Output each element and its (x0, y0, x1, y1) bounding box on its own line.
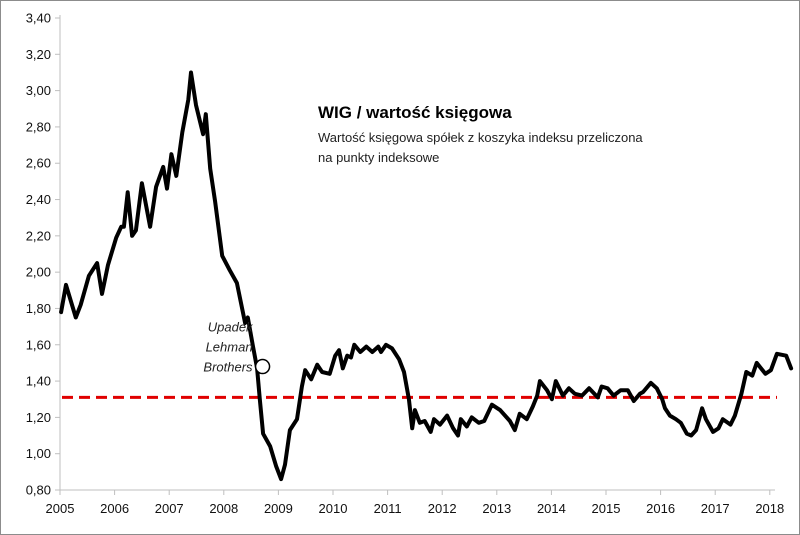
x-tick-label: 2011 (374, 501, 402, 516)
y-tick-label: 2,80 (26, 119, 51, 134)
chart-subtitle-line-1: Wartość księgowa spółek z koszyka indeks… (318, 130, 643, 145)
x-tick-label: 2009 (264, 501, 293, 516)
y-tick-label: 2,00 (26, 265, 51, 280)
x-tick-label: 2005 (46, 501, 75, 516)
x-tick-label: 2008 (209, 501, 238, 516)
y-axis: 0,80 1,00 1,20 1,40 1,60 1,80 2,00 2,20 2,40 2,60… (26, 11, 61, 498)
series-line (59, 70, 794, 482)
y-tick-label: 1,20 (26, 410, 51, 425)
y-tick-label: 1,60 (26, 337, 51, 352)
y-tick-label: 1,80 (26, 301, 51, 316)
y-tick-label: 2,60 (26, 156, 51, 171)
y-tick-label: 3,40 (26, 11, 51, 26)
chart-title: WIG / wartość księgowa (318, 103, 512, 122)
x-tick-label: 2012 (428, 501, 457, 516)
y-tick-label: 1,00 (26, 446, 51, 461)
x-tick-label: 2010 (319, 501, 348, 516)
y-tick-label: 3,20 (26, 47, 51, 62)
y-tick-label: 3,00 (26, 83, 51, 98)
series-group (59, 70, 794, 482)
chart-subtitle-line-2: na punkty indeksowe (318, 150, 439, 165)
x-tick-label: 2014 (537, 501, 566, 516)
y-tick-label: 1,40 (26, 374, 51, 389)
annotation-text: Upadek (208, 320, 254, 335)
y-tick-label: 0,80 (26, 483, 51, 498)
x-tick-label: 2017 (701, 501, 730, 516)
x-tick-label: 2007 (155, 501, 184, 516)
x-tick-label: 2013 (482, 501, 511, 516)
x-axis: 2005 2006 2007 2008 2009 2010 2011 2012 2013 2014… (46, 489, 784, 516)
x-tick-label: 2016 (646, 501, 675, 516)
x-tick-label: 2006 (100, 501, 129, 516)
annotation-group: Upadek Lehman Brothers (203, 320, 271, 375)
lehman-marker (254, 358, 271, 375)
x-tick-label: 2015 (592, 501, 621, 516)
x-tick-label: 2018 (755, 501, 784, 516)
y-tick-label: 2,20 (26, 228, 51, 243)
y-tick-label: 2,40 (26, 192, 51, 207)
annotation-text: Brothers (203, 360, 253, 375)
annotation-text: Lehman (206, 340, 253, 355)
